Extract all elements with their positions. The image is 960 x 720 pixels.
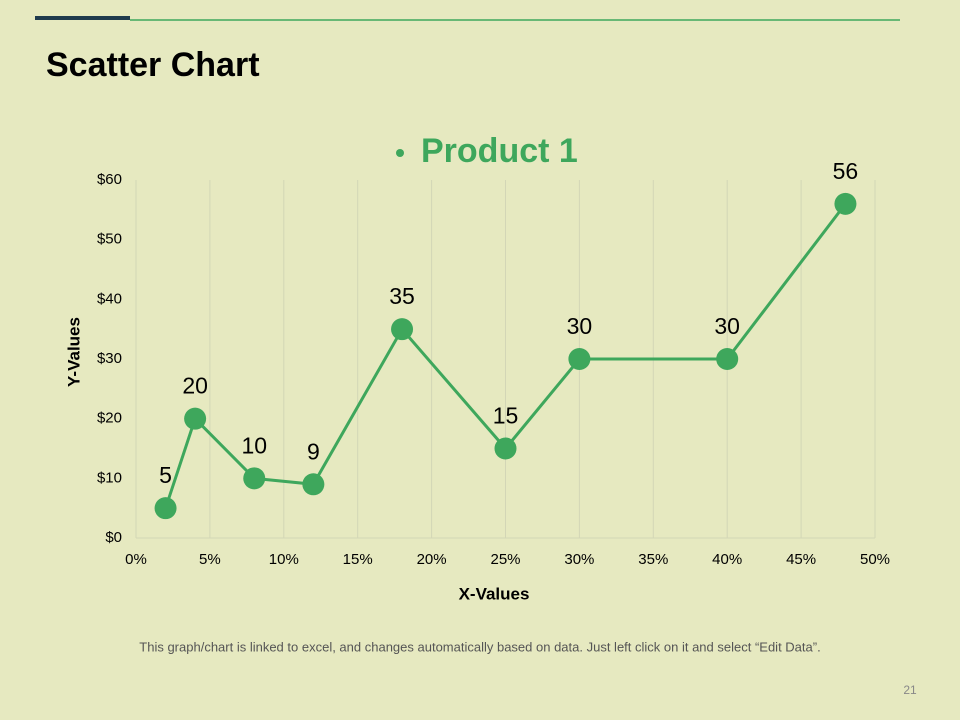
- x-tick-label: 45%: [786, 551, 816, 568]
- data-label: 30: [567, 313, 593, 339]
- slide-title: Scatter Chart: [46, 46, 260, 84]
- x-tick-label: 35%: [638, 551, 668, 568]
- y-tick-label: $10: [97, 469, 122, 486]
- data-point: [716, 348, 739, 370]
- legend-marker: [396, 149, 404, 157]
- data-label: 35: [389, 283, 415, 309]
- data-point: [494, 437, 517, 460]
- data-label: 20: [182, 373, 208, 399]
- data-label: 30: [714, 313, 740, 339]
- x-tick-label: 10%: [269, 551, 299, 568]
- legend-label: Product 1: [421, 132, 578, 170]
- x-tick-label: 40%: [712, 551, 742, 568]
- x-axis-label: X-Values: [459, 584, 530, 603]
- y-tick-label: $50: [97, 231, 122, 248]
- data-point: [184, 407, 207, 430]
- data-point: [391, 318, 414, 341]
- data-point: [834, 192, 857, 215]
- x-tick-label: 0%: [125, 551, 147, 568]
- y-tick-label: $40: [97, 290, 122, 307]
- data-label: 10: [241, 432, 267, 458]
- x-tick-label: 25%: [490, 551, 520, 568]
- footer-note: This graph/chart is linked to excel, and…: [139, 639, 820, 654]
- y-tick-label: $60: [97, 171, 122, 188]
- page-number: 21: [903, 683, 917, 697]
- data-point: [243, 467, 266, 490]
- data-label: 5: [159, 462, 172, 488]
- data-point: [302, 473, 325, 496]
- x-tick-label: 30%: [564, 551, 594, 568]
- data-point: [568, 348, 591, 370]
- data-label: 9: [307, 438, 320, 464]
- x-tick-label: 5%: [199, 551, 221, 568]
- x-tick-label: 15%: [343, 551, 373, 568]
- y-tick-label: $20: [97, 410, 122, 427]
- data-label: 15: [493, 403, 519, 429]
- y-tick-label: $30: [97, 350, 122, 367]
- x-tick-label: 50%: [860, 551, 890, 568]
- x-tick-label: 20%: [417, 551, 447, 568]
- data-label: 56: [833, 158, 859, 184]
- data-point: [154, 497, 177, 520]
- y-tick-label: $0: [105, 529, 122, 546]
- y-axis-label: Y-Values: [64, 317, 83, 387]
